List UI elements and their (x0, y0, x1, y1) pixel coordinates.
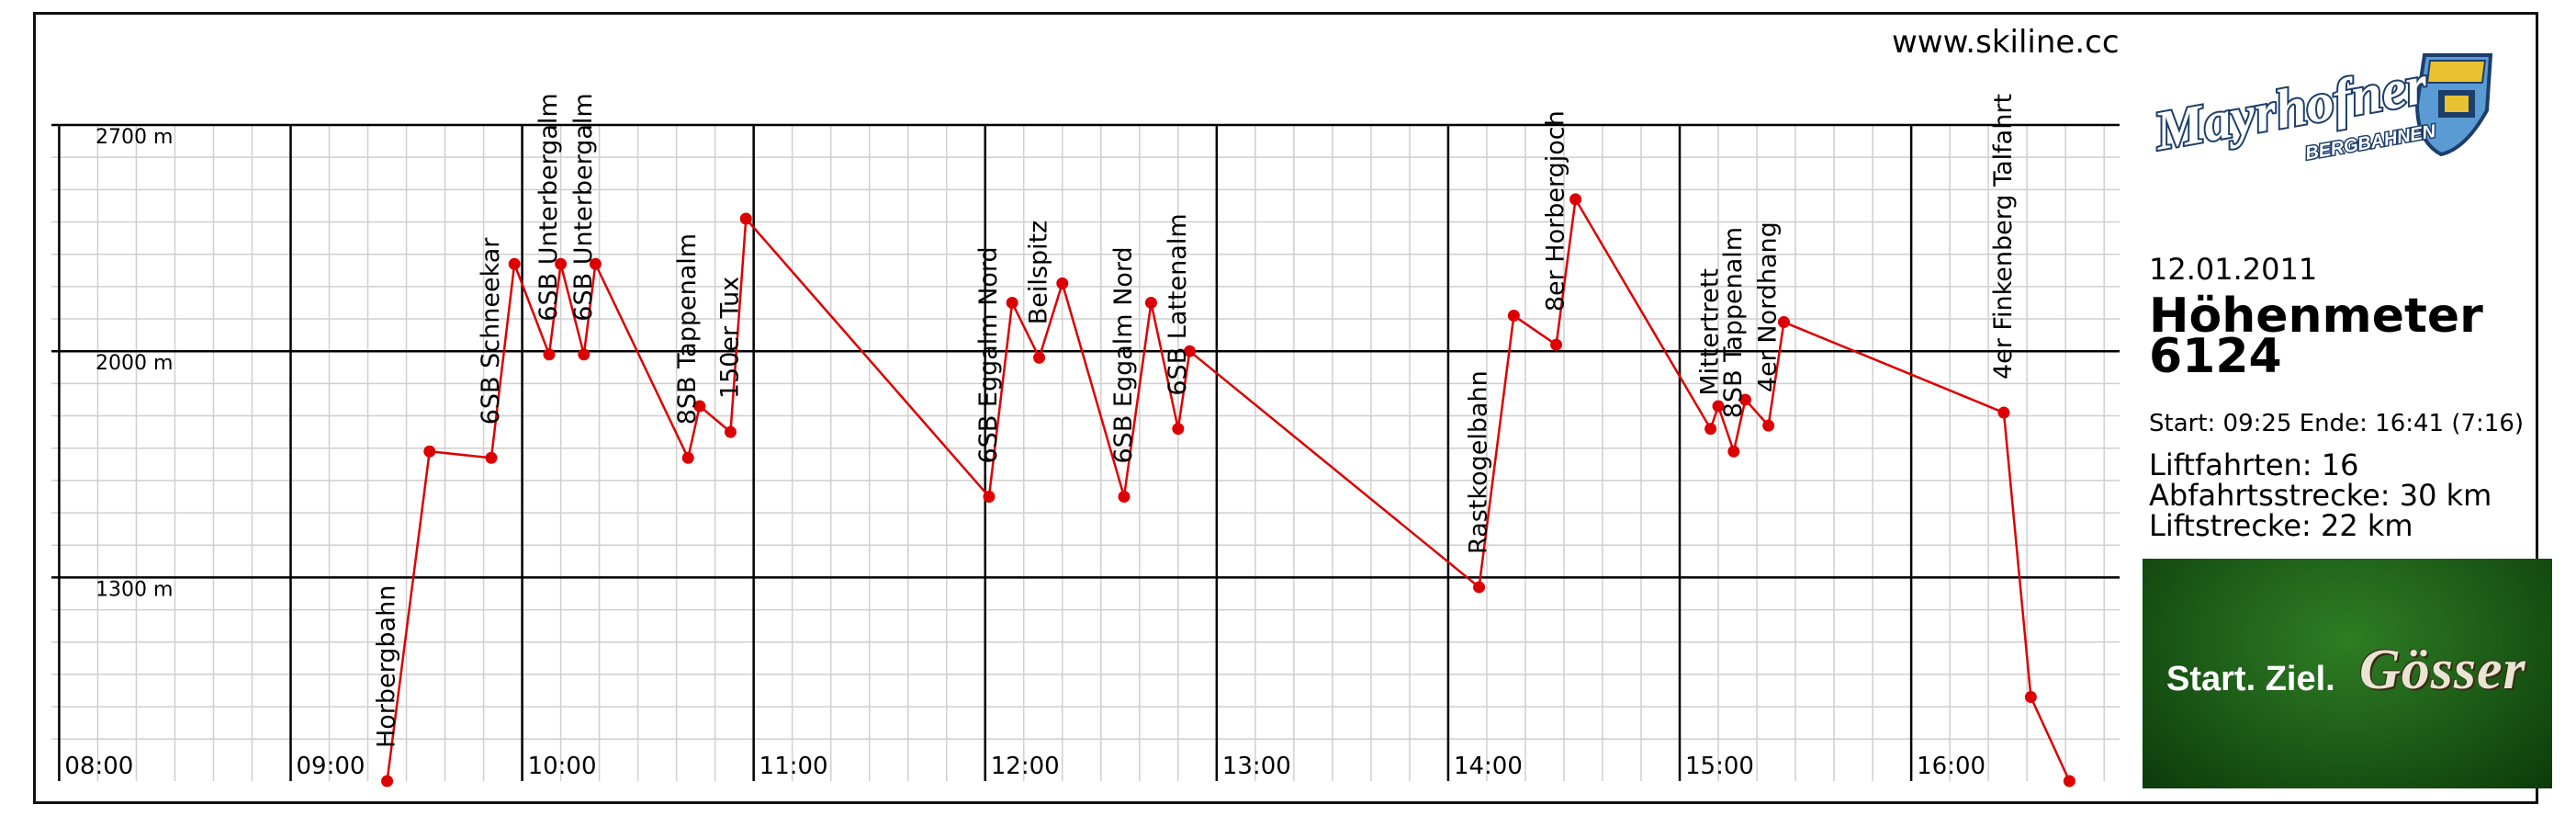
data-point (1118, 490, 1131, 503)
data-point (555, 257, 568, 270)
lift-annotation: 150er Tux (715, 277, 744, 399)
data-point (1183, 345, 1196, 357)
data-point (1172, 423, 1185, 436)
data-point (485, 451, 498, 464)
x-tick-label: 10:00 (528, 753, 597, 780)
minor-grid (51, 124, 2120, 781)
y-tick-label: 2000 m (96, 352, 173, 375)
lift-annotation: Rastkogelbahn (1465, 370, 1493, 554)
series-points-group (381, 193, 2075, 788)
ad-brand-logo: Gösser (2359, 639, 2526, 701)
data-point (1006, 296, 1018, 309)
vertical-meters-total: 6124 (2149, 329, 2282, 384)
goesser-ad-banner[interactable]: Start. Ziel. Gösser (2143, 559, 2552, 788)
data-point (681, 451, 694, 464)
data-point (1704, 423, 1717, 436)
data-point (739, 212, 752, 225)
lift-annotation: 6SB Schneekar (477, 237, 505, 425)
x-tick-label: 14:00 (1454, 753, 1523, 780)
lift-annotation: Mittertrett (1696, 268, 1725, 396)
data-point (1033, 351, 1046, 364)
website-url[interactable]: www.skiline.cc (1892, 24, 2120, 61)
lift-rides-count: Liftfahrten: 16 (2149, 448, 2359, 482)
data-point (508, 257, 521, 270)
data-point (578, 348, 591, 361)
lift-distance: Liftstrecke: 22 km (2149, 508, 2413, 543)
data-point (1762, 419, 1775, 432)
x-tick-label: 09:00 (296, 753, 365, 780)
data-point (724, 425, 737, 438)
ad-slogan: Start. Ziel. (2166, 660, 2335, 698)
data-point (423, 445, 436, 458)
lift-annotation: 6SB Eggalm Nord (1109, 246, 1138, 463)
lift-annotation: 4er Nordhang (1754, 221, 1783, 392)
data-point (1056, 277, 1069, 289)
mayrhofner-logo: Mayrhofner BERGBAHNEN (2149, 51, 2493, 165)
data-point (543, 348, 556, 361)
data-point (1550, 338, 1563, 351)
session-times: Start: 09:25 Ende: 16:41 (7:16) (2149, 410, 2525, 437)
lift-annotation: 8er Horbergjoch (1542, 110, 1570, 312)
lift-annotations: Horbergbahn 6SB Schneekar 6SB Unterbergalm… (373, 93, 2018, 748)
lift-annotation: 6SB Eggalm Nord (974, 246, 1003, 463)
data-point (1997, 406, 2010, 419)
x-tick-label: 15:00 (1685, 753, 1754, 780)
data-point (1727, 445, 1740, 458)
x-tick-labels: 08:00 09:00 10:00 11:00 12:00 13:00 14:00 15:00… (64, 753, 1985, 780)
data-point (2063, 775, 2075, 788)
x-tick-label: 16:00 (1917, 753, 1985, 780)
x-tick-label: 13:00 (1222, 753, 1291, 780)
lift-annotation: 8SB Tappenalm (1719, 227, 1748, 418)
chart-frame (33, 12, 2538, 804)
descent-distance: Abfahrtsstrecke: 30 km (2149, 478, 2492, 513)
lift-annotation: Beilspitz (1025, 221, 1053, 325)
session-date: 12.01.2011 (2149, 252, 2318, 287)
data-point (1569, 193, 1582, 206)
data-point (693, 400, 706, 413)
data-point (983, 490, 996, 503)
data-point (1473, 581, 1486, 594)
session-stats: Liftfahrten: 16 Abfahrtsstrecke: 30 km L… (2149, 450, 2492, 541)
x-tick-label: 11:00 (759, 753, 828, 780)
data-point (1144, 296, 1157, 309)
data-point (1507, 310, 1520, 323)
data-point (1777, 316, 1790, 329)
data-point (1712, 400, 1725, 413)
x-tick-label: 08:00 (64, 753, 133, 780)
y-tick-labels: 2700 m 2000 m 1300 m (96, 126, 173, 601)
vertical-meters-title: Höhenmeter (2149, 289, 2483, 344)
lift-annotation: 6SB Unterbergalm (569, 93, 598, 321)
data-point (1738, 393, 1751, 406)
y-tick-label: 2700 m (96, 126, 173, 149)
y-tick-label: 1300 m (96, 578, 173, 601)
lift-annotation: 6SB Unterbergalm (534, 93, 563, 321)
lift-annotation: 8SB Tappenalm (673, 233, 702, 425)
vertical-meters-summary: Höhenmeter 6124 (2149, 289, 2483, 384)
lift-annotation: Horbergbahn (373, 585, 401, 748)
data-point (589, 257, 602, 270)
data-point (2024, 691, 2037, 704)
data-point (381, 775, 394, 788)
major-grid (51, 123, 2120, 781)
lift-annotation: 4er Finkenberg Talfahrt (1989, 94, 2018, 380)
x-tick-label: 12:00 (991, 753, 1060, 780)
lift-annotation: 6SB Lattenalm (1164, 213, 1192, 395)
